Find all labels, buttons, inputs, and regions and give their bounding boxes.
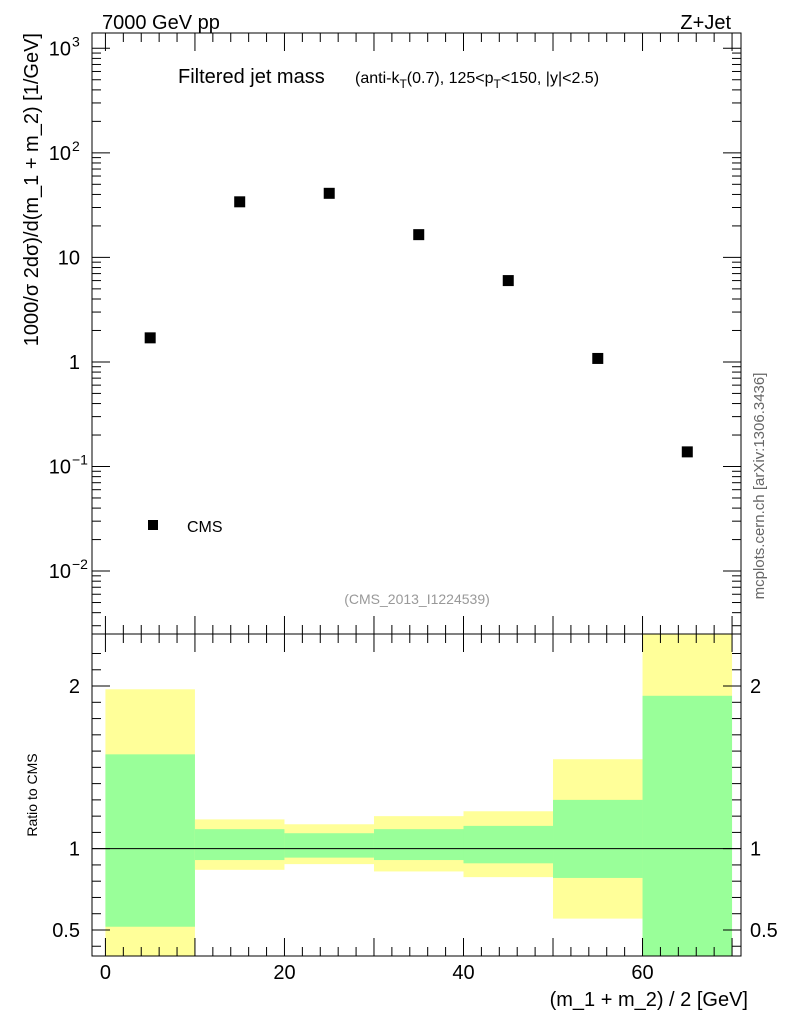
ratio-x-tick-label: 40	[452, 962, 474, 984]
ratio-y-tick-label: 0.5	[52, 920, 80, 942]
main-frame	[91, 32, 742, 635]
ratio-band-inner	[284, 833, 374, 858]
subtitle-subscript: T	[399, 77, 407, 91]
main-y-tick-label: 10	[49, 143, 71, 165]
side-source-label: mcplots.cern.ch [arXiv:1306.3436]	[751, 373, 768, 600]
cms-data-points	[144, 187, 693, 458]
chart-subtitle: (anti-kT(0.7), 125<pT<150, |y|<2.5)	[355, 70, 599, 91]
ratio-y-tick-label: 2	[69, 676, 80, 698]
chart-title-main: Filtered jet mass	[178, 66, 325, 88]
main-y-tick-label: 10	[49, 561, 71, 583]
ratio-band-inner	[194, 829, 285, 861]
chart-title: Filtered jet mass	[178, 66, 325, 88]
main-y-axis-label: 1000/σ 2dσ)/d(m_1 + m_2) [1/GeV]	[21, 33, 43, 346]
main-y-tick-exponent: 2	[72, 138, 80, 154]
subtitle-subscript: T	[494, 77, 502, 91]
ratio-frame	[91, 633, 742, 957]
legend: CMS	[148, 519, 223, 536]
process-label: Z+Jet	[680, 12, 731, 34]
x-axis-label: (m_1 + m_2) / 2 [GeV]	[550, 989, 748, 1011]
subtitle-text: (anti-k	[355, 70, 400, 87]
legend-cms-marker	[148, 520, 158, 530]
cms-data-point	[234, 196, 246, 208]
energy-label: 7000 GeV pp	[102, 12, 220, 34]
main-y-tick-exponent: 3	[72, 33, 80, 49]
analysis-label: (CMS_2013_I1224539)	[344, 591, 490, 607]
ratio-y-tick-label-right: 1	[750, 839, 761, 861]
main-y-tick-label: 1	[69, 352, 80, 374]
ratio-x-tick-label: 20	[273, 962, 295, 984]
ratio-band-inner	[105, 754, 195, 927]
main-x-ticks	[104, 33, 733, 634]
main-y-tick-label: 10	[49, 456, 71, 478]
cms-data-point	[323, 187, 335, 199]
cms-data-point	[413, 229, 425, 241]
main-y-tick-exponent: −1	[72, 451, 88, 467]
ratio-y-tick-label-right: 2	[750, 676, 761, 698]
ratio-band-inner	[373, 829, 464, 861]
ratio-x-tick-label: 0	[100, 962, 111, 984]
cms-data-point	[144, 332, 156, 344]
main-y-tick-label: 10	[49, 38, 71, 60]
ratio-x-ticks: 0 20 40 60	[100, 634, 733, 984]
ratio-bands	[105, 634, 733, 956]
ratio-band-inner	[553, 799, 643, 878]
main-y-tick-exponent: −2	[72, 556, 88, 572]
cms-data-point	[502, 275, 514, 287]
legend-cms-label: CMS	[187, 519, 223, 536]
ratio-panel: 0.5 0.5 1 1 2 2 0 20 40 60 Ratio to CMS (m_1 + m…	[24, 633, 778, 1011]
cms-data-point	[681, 446, 693, 458]
ratio-y-axis-label: Ratio to CMS	[24, 753, 40, 836]
ratio-band-inner	[463, 825, 554, 864]
main-y-tick-label: 10	[58, 247, 80, 269]
ratio-y-tick-label-right: 0.5	[750, 920, 778, 942]
ratio-y-ticks: 0.5 0.5 1 1 2 2	[52, 653, 778, 947]
subtitle-text: <150, |y|<2.5)	[501, 70, 599, 87]
ratio-x-tick-label: 60	[631, 962, 653, 984]
cms-data-point	[592, 352, 604, 364]
ratio-band-inner	[642, 695, 733, 956]
subtitle-text: (0.7), 125<p	[407, 70, 494, 87]
ratio-y-tick-label: 1	[69, 839, 80, 861]
